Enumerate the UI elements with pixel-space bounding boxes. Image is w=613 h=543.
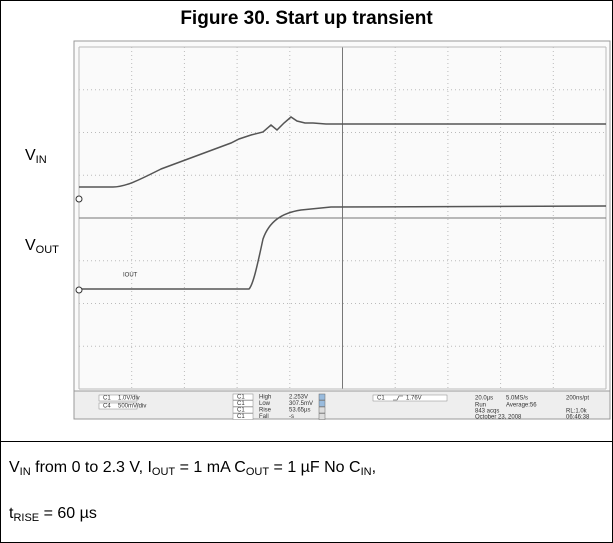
text: = 1 mA C	[175, 459, 246, 476]
text: t	[9, 505, 14, 522]
text: from 0 to 2.3 V, I	[30, 459, 152, 476]
readout-box	[232, 393, 254, 401]
vout-label: VOUT	[25, 237, 59, 256]
subscript: IN	[360, 466, 372, 478]
timebase: 20.0µs	[475, 396, 493, 402]
subscript: OUT	[245, 466, 270, 478]
acquisition: RL:1.0k	[566, 409, 588, 415]
vout-marker	[75, 286, 83, 294]
subscript: IN	[35, 154, 47, 166]
acquisition: October 23, 2008	[475, 415, 522, 421]
text: ,	[371, 459, 377, 476]
readout-box	[98, 402, 138, 410]
subscript: OUT	[35, 244, 59, 256]
channel-scale: 1.0V/div	[118, 396, 140, 402]
text: V	[25, 147, 36, 164]
trace-label: IOUT	[123, 273, 138, 279]
subscript: IN	[19, 466, 31, 478]
divider	[1, 441, 612, 442]
text: = 1 µF No C	[269, 459, 361, 476]
subscript: RISE	[13, 512, 40, 524]
measure-value: -s	[289, 414, 294, 420]
measure-value: 53.65µs	[289, 408, 310, 414]
channel-id: C1	[237, 414, 245, 420]
channel-scale: 500mV/div	[118, 404, 146, 410]
text: = 60 µs	[39, 505, 97, 522]
readout-box	[372, 394, 448, 402]
figure-title: Figure 30. Start up transient	[180, 8, 433, 29]
channel-id: C1	[237, 401, 245, 407]
channel-id: C4	[103, 404, 111, 410]
timebase: 5.0MS/s	[506, 396, 528, 402]
measure-name: Fall	[259, 414, 269, 420]
acquisition: Run	[475, 403, 486, 409]
measure-icon	[318, 393, 326, 401]
caption-line: tRISE = 60 µs	[9, 505, 97, 524]
status-bar	[73, 390, 611, 420]
vin-label: VIN	[25, 147, 47, 166]
channel-id: C1	[103, 396, 111, 402]
readout-box	[232, 400, 254, 407]
acquisition: Average:56	[506, 403, 537, 409]
subscript: OUT	[151, 466, 176, 478]
vin-trace	[79, 116, 606, 188]
grid	[78, 46, 607, 390]
measure-name: Low	[259, 401, 271, 407]
measure-icon	[318, 400, 326, 407]
measure-icon	[318, 406, 326, 414]
readout-box	[232, 406, 254, 414]
timebase: 200ns/pt	[566, 396, 589, 402]
trigger-icon	[393, 395, 403, 401]
readout-box	[232, 413, 254, 420]
readouts: C1 1.0V/div C4 500mV/div C1 High 2.253V C1 Low 30…	[98, 393, 590, 421]
channel-id: C1	[237, 395, 245, 401]
acquisition: 06:46:38	[566, 415, 590, 421]
measure-value: 2.253V	[289, 395, 308, 401]
caption-line: VIN from 0 to 2.3 V, IOUT = 1 mA COUT = …	[9, 459, 376, 478]
text: V	[9, 459, 20, 476]
vin-marker	[75, 195, 83, 203]
readout-box	[98, 394, 138, 402]
acquisition: 843 acqs	[475, 409, 499, 415]
trigger-level: 1.76V	[406, 396, 422, 402]
channel-id: C1	[237, 408, 245, 414]
channel-id: C1	[377, 396, 385, 402]
measure-name: High	[259, 395, 271, 401]
vout-trace	[79, 205, 607, 290]
text: V	[25, 237, 36, 254]
measure-value: 307.5mV	[289, 401, 313, 407]
measure-icon	[318, 413, 326, 420]
measure-name: Rise	[259, 408, 272, 414]
